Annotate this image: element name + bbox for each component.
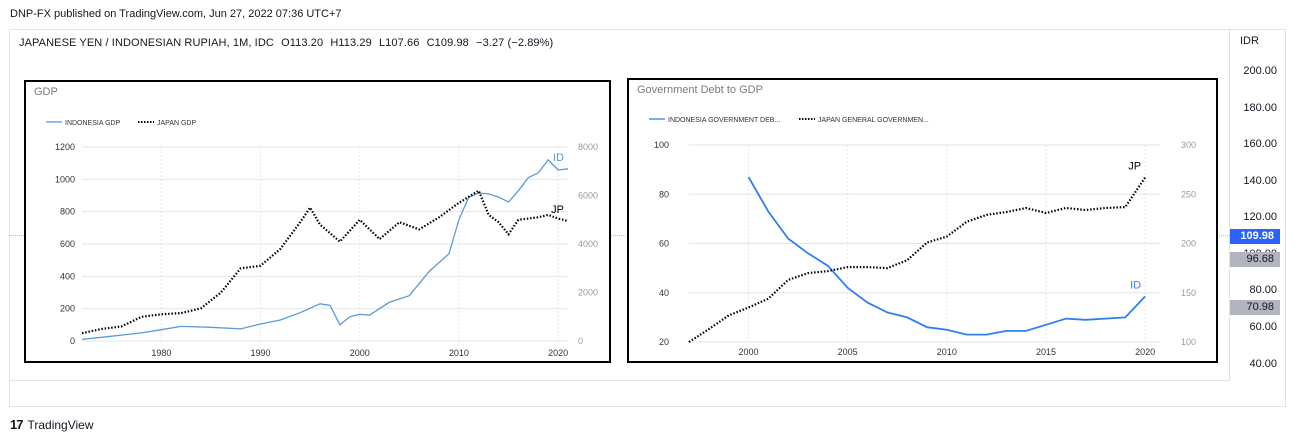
legend-label: INDONESIA GOVERNMENT DEB...	[668, 117, 780, 124]
price-tick: 60.00	[1249, 321, 1277, 333]
price-tick: 200.00	[1243, 65, 1277, 77]
legend-label: JAPAN GDP	[157, 120, 196, 127]
price-marker-tag: 70.98	[1230, 300, 1280, 315]
left-axis-tick-label: 0	[70, 336, 75, 346]
symbol-legend[interactable]: JAPANESE YEN / INDONESIAN RUPIAH, 1M, ID…	[19, 37, 557, 49]
price-tick: 120.00	[1243, 211, 1277, 223]
price-tick: 180.00	[1243, 102, 1277, 114]
right-axis-tick-label: 2000	[578, 288, 598, 298]
debt-chart-panel: Government Debt to GDP 100 80 60 40 20 300 250…	[627, 78, 1218, 363]
tradingview-logo-icon: 17	[10, 417, 24, 432]
legend-label: JAPAN GENERAL GOVERNMEN...	[818, 117, 929, 124]
x-axis-tick-label: 2010	[937, 347, 957, 357]
price-axis-unit: IDR	[1240, 35, 1259, 47]
series-line	[688, 176, 1147, 343]
left-axis-tick-label: 100	[654, 140, 669, 150]
x-axis-tick-label: 2000	[350, 348, 370, 358]
series-end-label: ID	[1130, 279, 1141, 291]
price-tick: 40.00	[1249, 358, 1277, 370]
price-tick: 80.00	[1249, 284, 1277, 296]
gdp-chart-panel: GDP 1200 1000 800 600 400 200 0 8000 6000 4000 200…	[24, 80, 611, 363]
x-axis-tick-label: 2010	[449, 348, 469, 358]
price-tick: 160.00	[1243, 138, 1277, 150]
right-axis-tick-label: 200	[1181, 239, 1196, 249]
series-line	[81, 158, 569, 341]
last-price-tag: 109.98	[1230, 229, 1280, 244]
left-axis-tick-label: 400	[60, 271, 75, 281]
series-end-label: ID	[553, 152, 564, 164]
x-axis-tick-label: 2015	[1036, 347, 1056, 357]
x-axis-tick-label: 1990	[251, 348, 271, 358]
publish-caption: DNP-FX published on TradingView.com, Jun…	[10, 8, 342, 20]
right-axis-tick-label: 8000	[578, 142, 598, 152]
left-axis-tick-label: 20	[659, 337, 669, 347]
ohlc-high: H113.29	[330, 37, 372, 49]
right-axis-tick-label: 4000	[578, 239, 598, 249]
ohlc-low: L107.66	[378, 37, 420, 49]
left-axis-tick-label: 1000	[55, 174, 75, 184]
main-plot-area[interactable]: JAPANESE YEN / INDONESIAN RUPIAH, 1M, ID…	[10, 30, 1230, 381]
chart-title: GDP	[34, 86, 58, 98]
chart-title: Government Debt to GDP	[637, 84, 763, 96]
x-axis-tick-label: 2020	[1135, 347, 1155, 357]
left-axis-tick-label: 60	[659, 239, 669, 249]
price-change: −3.27 (−2.89%)	[476, 37, 554, 49]
x-axis-tick-label: 2000	[738, 347, 758, 357]
series-line	[747, 176, 1146, 336]
right-axis-tick-label: 100	[1181, 337, 1196, 347]
debt-chart-svg: 100 80 60 40 20 300 250 200 150 100 2000 2005 2010 20…	[649, 117, 1196, 357]
left-axis-tick-label: 200	[60, 304, 75, 314]
left-axis-tick-label: 80	[659, 189, 669, 199]
series-end-label: JP	[1128, 161, 1141, 173]
price-tick: 140.00	[1243, 175, 1277, 187]
legend-label: INDONESIA GDP	[65, 120, 121, 127]
left-axis-tick-label: 1200	[55, 142, 75, 152]
crosshair-guide	[10, 235, 1230, 236]
price-axis[interactable]: IDR 200.00 180.00 160.00 140.00 120.00 1…	[1230, 30, 1287, 406]
ohlc-open: O113.20	[281, 37, 324, 49]
x-axis-tick-label: 1980	[151, 348, 171, 358]
right-axis-tick-label: 0	[578, 336, 583, 346]
price-marker-tag: 96.68	[1230, 252, 1280, 267]
left-axis-tick-label: 600	[60, 239, 75, 249]
ohlc-close: C109.98	[426, 37, 469, 49]
right-axis-tick-label: 250	[1181, 189, 1196, 199]
tradingview-brand[interactable]: 17 TradingView	[10, 417, 94, 432]
x-axis-tick-label: 2020	[548, 348, 568, 358]
symbol-name: JAPANESE YEN / INDONESIAN RUPIAH, 1M, ID…	[19, 37, 274, 49]
right-axis-tick-label: 150	[1181, 288, 1196, 298]
left-axis-tick-label: 800	[60, 207, 75, 217]
gdp-chart-svg: 1200100080060040020008000600040002000019…	[46, 120, 598, 358]
series-line	[81, 189, 569, 335]
right-axis-tick-label: 6000	[578, 191, 598, 201]
left-axis-tick-label: 40	[659, 288, 669, 298]
right-axis-tick-label: 300	[1181, 140, 1196, 150]
brand-name: TradingView	[27, 417, 94, 432]
chart-frame: JAPANESE YEN / INDONESIAN RUPIAH, 1M, ID…	[9, 29, 1286, 407]
x-axis-tick-label: 2005	[838, 347, 858, 357]
series-end-label: JP	[551, 204, 564, 216]
